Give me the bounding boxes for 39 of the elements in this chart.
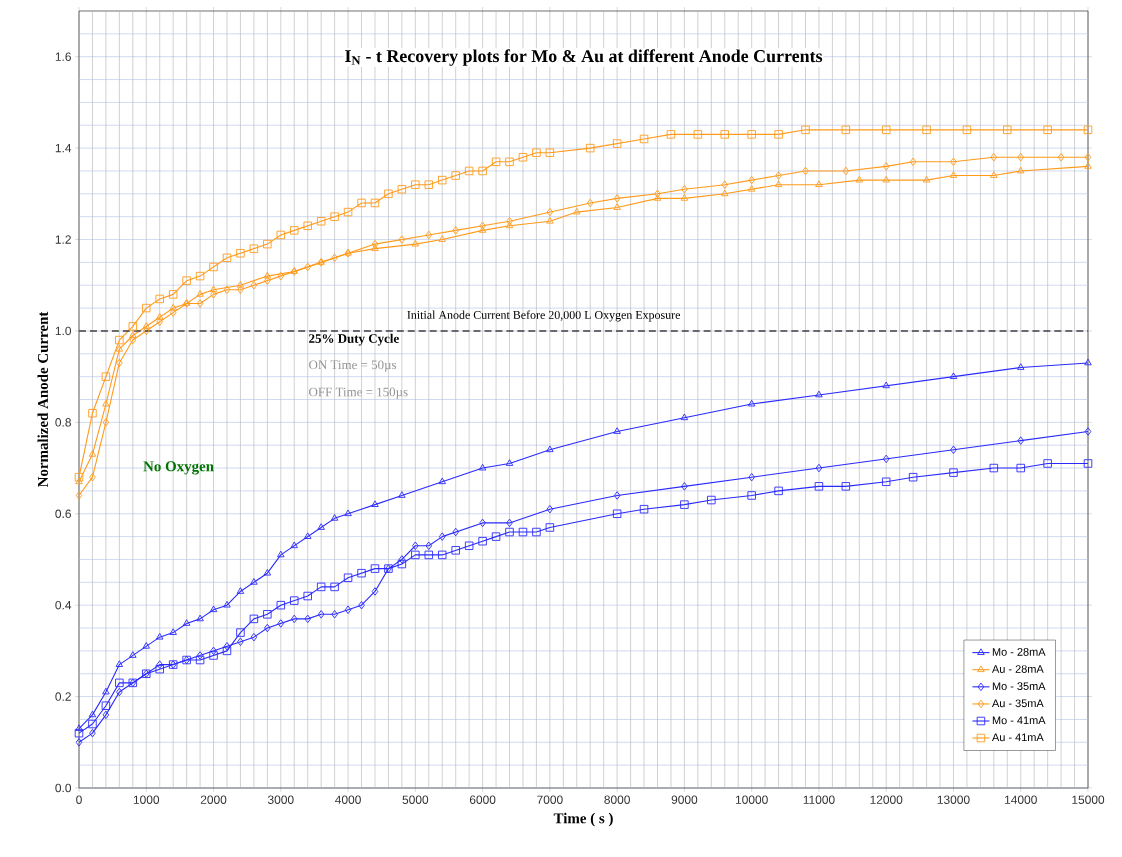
legend-label: Mo - 41mA — [992, 716, 1046, 725]
legend-label: Au - 41mA — [991, 733, 1044, 742]
y-tick-label: 1.4 — [55, 144, 72, 153]
x-axis-title: Time ( s ) — [553, 812, 613, 827]
x-tick-label: 11000 — [803, 795, 835, 804]
x-tick-label: 14000 — [1005, 795, 1037, 804]
ref-line-label: Initial Anode Current Before 20,000 L Oxygen Exposure — [407, 310, 681, 322]
y-tick-label: 0.4 — [55, 600, 72, 610]
x-tick-label: 7000 — [537, 795, 563, 804]
y-tick-label: 1.6 — [55, 52, 71, 61]
y-tick-label: 0.8 — [55, 418, 71, 427]
text: I$_{N}$ - t Recovery plots for Mo & Au at different Anode Currents — [345, 49, 823, 66]
annotation: OFF Time = 150µs — [309, 387, 408, 399]
annotation: ON Time = 50µs — [309, 360, 397, 372]
legend-label: Au - 28mA — [991, 665, 1044, 673]
y-tick-label: 0.6 — [55, 509, 71, 518]
legend-label: Au - 35mA — [991, 699, 1044, 708]
x-tick-label: 6000 — [469, 795, 496, 804]
x-tick-label: 13000 — [937, 795, 970, 804]
x-tick-label: 9000 — [671, 795, 698, 804]
y-tick-label: 1.0 — [55, 326, 72, 336]
y-axis-title: Normalized Anode Current — [37, 311, 49, 488]
x-tick-label: 10000 — [735, 795, 768, 804]
annotation: 25% Duty Cycle — [309, 333, 399, 346]
x-tick-label: 1000 — [133, 795, 160, 804]
x-tick-label: 0 — [76, 795, 82, 804]
annotation: No Oxygen — [143, 461, 214, 475]
y-tick-label: 0.2 — [55, 692, 71, 701]
y-tick-label: 1.2 — [55, 235, 71, 244]
x-tick-label: 12000 — [870, 795, 903, 804]
x-tick-label: 5000 — [402, 795, 429, 804]
legend-label: Mo - 28mA — [992, 648, 1046, 656]
legend-label: Mo - 35mA — [992, 682, 1046, 691]
x-tick-label: 15000 — [1072, 795, 1105, 804]
x-tick-label: 3000 — [267, 795, 294, 804]
x-tick-label: 2000 — [200, 795, 227, 804]
x-tick-label: 4000 — [335, 795, 361, 804]
x-tick-label: 8000 — [604, 795, 630, 804]
y-tick-label: 0.0 — [55, 783, 72, 793]
